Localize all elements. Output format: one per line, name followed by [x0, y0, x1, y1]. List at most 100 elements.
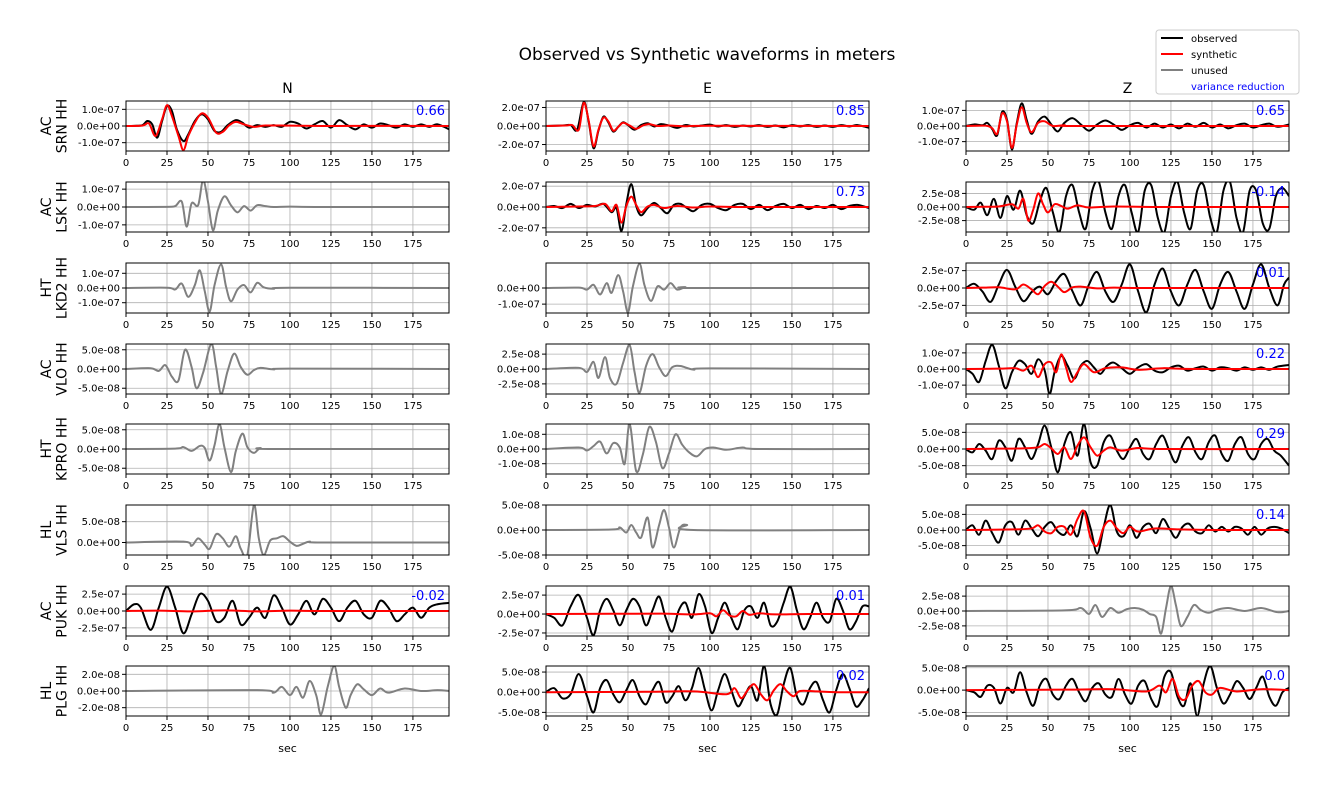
traces — [546, 263, 869, 313]
x-tick-label: 50 — [622, 481, 635, 492]
x-tick-label: 25 — [161, 320, 174, 331]
x-tick-label: 25 — [161, 239, 174, 250]
x-tick-label: 100 — [700, 320, 719, 331]
x-tick-label: 150 — [1202, 643, 1221, 654]
y-tick-label: 2.5e-07 — [82, 590, 120, 601]
y-tick-label: 0.0e+00 — [497, 284, 540, 295]
synthetic-trace — [966, 436, 1289, 460]
x-tick-label: 25 — [581, 401, 594, 412]
figure-title: Observed vs Synthetic waveforms in meter… — [519, 45, 896, 65]
y-tick-label: 5.0e-08 — [82, 345, 120, 356]
x-tick-label: 25 — [581, 158, 594, 169]
x-tick-label: 125 — [1161, 239, 1180, 250]
y-tick-label: -5.0e-08 — [918, 541, 960, 552]
y-tick-label: -1.0e-07 — [78, 138, 120, 149]
x-tick-label: 175 — [823, 562, 842, 573]
x-tick-label: 0 — [543, 239, 549, 250]
panel-frame — [545, 585, 870, 637]
x-tick-label: 50 — [202, 481, 215, 492]
x-tick-label: 125 — [321, 239, 340, 250]
x-tick-label: 50 — [202, 562, 215, 573]
x-tick-label: 100 — [280, 320, 299, 331]
traces — [546, 666, 869, 716]
unused-trace — [546, 344, 869, 394]
x-tick-label: 100 — [1120, 562, 1139, 573]
x-tick-label: 25 — [581, 723, 594, 734]
y-tick-label: 5.0e-08 — [82, 425, 120, 436]
y-tick-label: 0.0e+00 — [917, 203, 960, 214]
variance-reduction-value: 0.01 — [836, 589, 865, 604]
legend-label-variance-reduction: variance reduction — [1191, 82, 1285, 93]
synthetic-trace — [126, 609, 449, 613]
unused-trace — [126, 666, 449, 716]
panel-frame — [125, 504, 450, 556]
synthetic-trace — [966, 677, 1289, 702]
synthetic-trace — [546, 683, 869, 702]
x-tick-label: 150 — [1202, 239, 1221, 250]
x-tick-label: 75 — [243, 239, 256, 250]
x-tick-label: 50 — [622, 643, 635, 654]
y-tick-label: 0.0e+00 — [917, 445, 960, 456]
x-tick-label: 25 — [1001, 643, 1014, 654]
y-tick-label: -5.0e-08 — [78, 464, 120, 475]
x-tick-label: 50 — [1042, 643, 1055, 654]
x-axis-labels: sec sec sec — [278, 742, 1137, 755]
x-tick-label: 75 — [663, 723, 676, 734]
panel-vls-hh-e: 0 25 50 75 100 125 150 175 5.0e-08 0.0e+00 -5.0e-0… — [497, 501, 870, 573]
x-tick-label: 50 — [1042, 401, 1055, 412]
x-tick-label: 125 — [321, 401, 340, 412]
x-tick-label: 175 — [823, 158, 842, 169]
panel-lsk-hh-e: 0 25 50 75 100 125 150 175 2.0e-07 0.0e+00 -2.0e-0… — [497, 181, 870, 250]
x-tick-label: 0 — [963, 643, 969, 654]
y-tick-label: -2.5e-07 — [78, 623, 120, 634]
y-tick-label: 2.0e-08 — [82, 670, 120, 681]
y-tick-label: -1.0e-07 — [918, 381, 960, 392]
x-tick-label: 100 — [1120, 239, 1139, 250]
x-tick-label: 0 — [123, 562, 129, 573]
station-code: SRN HH — [54, 99, 70, 154]
x-tick-label: 50 — [1042, 723, 1055, 734]
x-tick-label: 175 — [823, 320, 842, 331]
x-tick-label: 100 — [700, 158, 719, 169]
station-network: HT — [39, 278, 55, 298]
x-tick-label: 125 — [741, 239, 760, 250]
panel-vls-hh-z: 0 25 50 75 100 125 150 175 5.0e-08 0.0e+00 -5.0e-0… — [917, 504, 1290, 573]
x-tick-label: 25 — [1001, 401, 1014, 412]
x-tick-label: 75 — [663, 320, 676, 331]
panel-puk-hh-n: 0 25 50 75 100 125 150 175 2.5e-07 0.0e+00 -2.5e-0… — [77, 585, 450, 654]
traces — [966, 344, 1289, 394]
station-network: HL — [39, 682, 55, 701]
x-tick-label: 100 — [1120, 481, 1139, 492]
x-tick-label: 25 — [581, 239, 594, 250]
x-tick-label: 125 — [741, 401, 760, 412]
station-network: HT — [39, 439, 55, 459]
y-tick-label: -2.5e-07 — [498, 628, 540, 639]
column-title-z: Z — [1123, 81, 1133, 97]
x-tick-label: 150 — [362, 320, 381, 331]
x-tick-label: 25 — [161, 723, 174, 734]
x-tick-label: 0 — [123, 401, 129, 412]
x-tick-label: 150 — [362, 481, 381, 492]
y-tick-label: -5.0e-08 — [78, 384, 120, 395]
variance-reduction-value: -0.14 — [1251, 185, 1285, 200]
y-tick-label: 2.5e-08 — [922, 592, 960, 603]
observed-trace — [966, 182, 1289, 232]
traces — [966, 263, 1289, 313]
station-code: VLO HH — [54, 342, 70, 395]
x-tick-label: 75 — [1083, 158, 1096, 169]
x-tick-label: 50 — [202, 643, 215, 654]
traces — [966, 586, 1289, 635]
station-label: HLPLG HH — [39, 665, 70, 718]
observed-trace — [966, 263, 1289, 313]
synthetic-trace — [546, 195, 869, 224]
x-tick-label: 0 — [543, 723, 549, 734]
x-tick-label: 125 — [321, 158, 340, 169]
panel-srn-hh-e: 0 25 50 75 100 125 150 175 2.0e-07 0.0e+00 -2.0e-0… — [497, 100, 870, 169]
x-tick-label: 125 — [741, 158, 760, 169]
synthetic-trace — [966, 192, 1289, 222]
x-tick-label: 150 — [1202, 562, 1221, 573]
unused-trace — [126, 344, 449, 394]
unused-trace — [126, 182, 449, 232]
x-tick-label: 150 — [1202, 158, 1221, 169]
x-tick-label: 0 — [123, 643, 129, 654]
